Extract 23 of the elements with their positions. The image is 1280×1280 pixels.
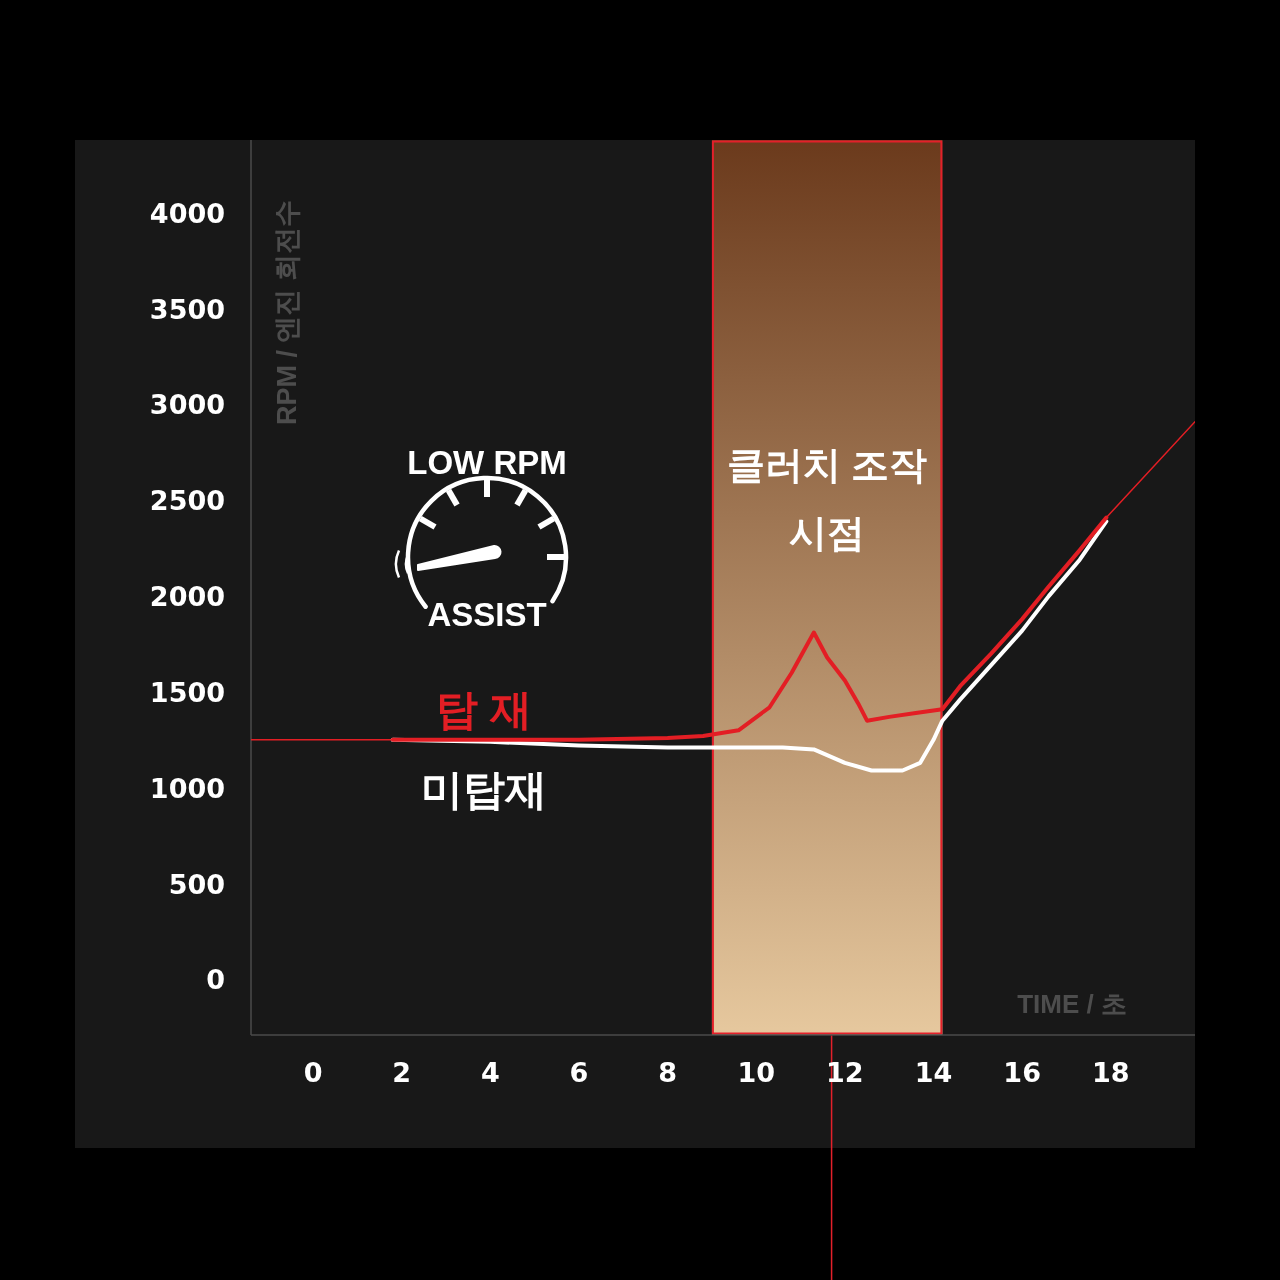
y-tick-label: 2000 [149,581,225,613]
series-label: 탑 재 [436,685,532,733]
x-tick-label: 14 [914,1057,953,1088]
x-tick-label: 0 [303,1057,323,1088]
y-tick-label: 2500 [149,485,225,517]
x-tick-label: 16 [1003,1057,1041,1088]
x-tick-label: 10 [737,1057,776,1088]
x-tick-label: 2 [392,1057,412,1088]
y-tick-label: 1500 [149,676,225,708]
x-tick-label: 8 [658,1057,677,1088]
y-tick-label: 4000 [149,197,225,229]
x-tick-label: 4 [480,1057,500,1088]
y-tick-label: 1000 [149,772,225,804]
y-tick-label: 500 [168,868,225,900]
annotation: LOW RPM [407,444,567,481]
y-tick-label: 3000 [149,389,225,421]
y-tick-label: 0 [206,964,225,996]
x-tick-label: 6 [569,1057,589,1088]
band-label: 클러치 조작 시점 [726,444,928,554]
series-label: 미탑재 [421,765,547,813]
x-tick-label: 18 [1092,1057,1130,1088]
annotation: ASSIST [427,596,547,633]
y-tick-label: 3500 [149,293,225,325]
